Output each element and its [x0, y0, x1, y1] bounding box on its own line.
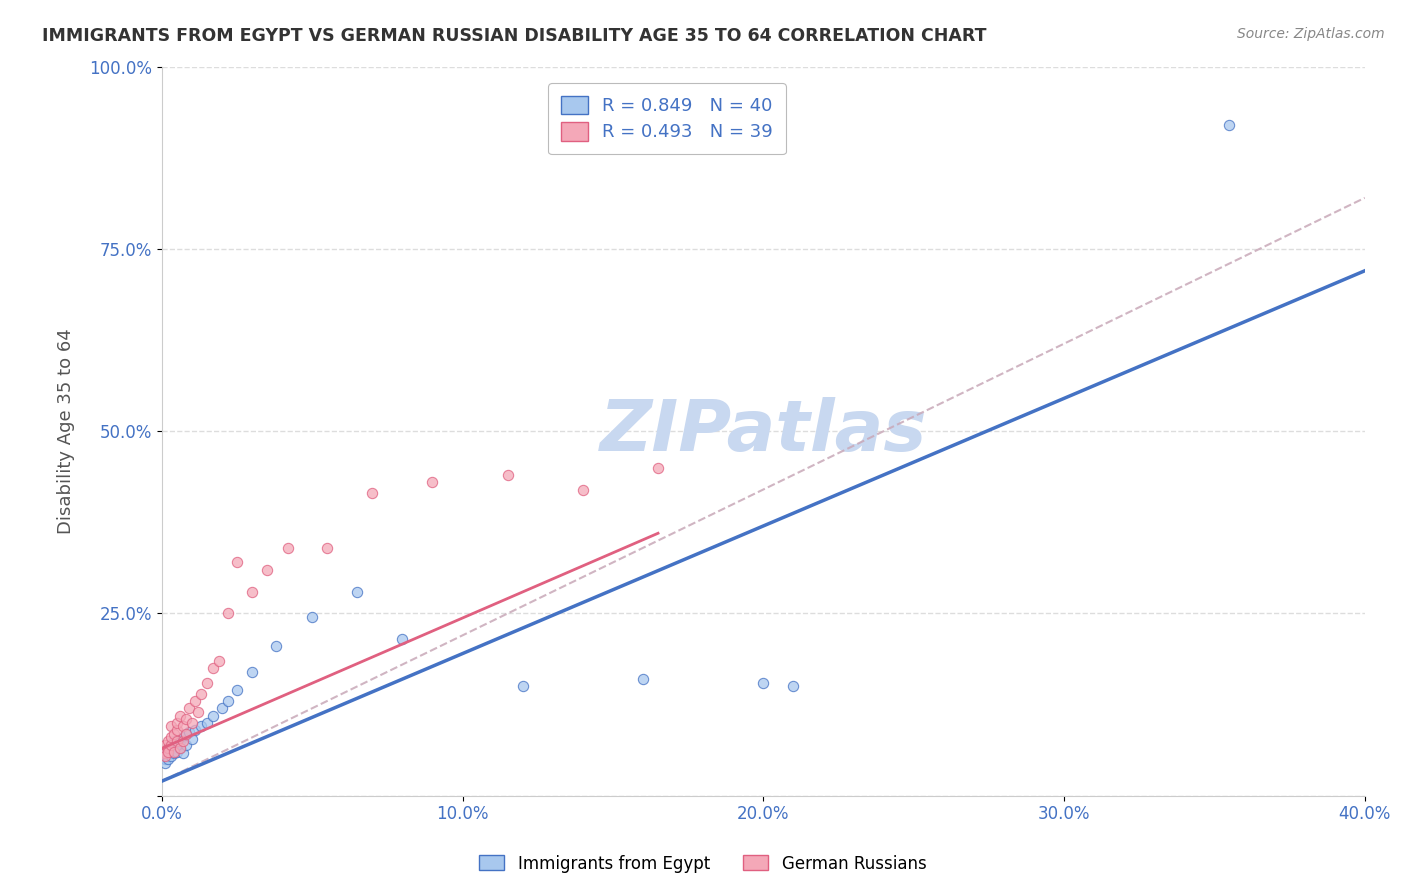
- Point: [153, 748, 176, 763]
- Point: [153, 752, 176, 766]
- Point: [256, 563, 278, 577]
- Point: [153, 747, 176, 761]
- Point: [346, 584, 368, 599]
- Point: [163, 741, 186, 756]
- Point: [190, 719, 212, 733]
- Point: [240, 665, 263, 679]
- Point: [180, 715, 202, 730]
- Legend: Immigrants from Egypt, German Russians: Immigrants from Egypt, German Russians: [472, 848, 934, 880]
- Point: [217, 607, 239, 621]
- Point: [647, 460, 669, 475]
- Point: [159, 748, 181, 763]
- Point: [156, 734, 179, 748]
- Point: [169, 741, 191, 756]
- Point: [240, 584, 263, 599]
- Text: ZIPatlas: ZIPatlas: [599, 397, 927, 466]
- Point: [169, 741, 191, 756]
- Point: [156, 752, 179, 766]
- Point: [782, 679, 804, 693]
- Point: [422, 475, 444, 490]
- Point: [201, 708, 224, 723]
- Point: [184, 723, 207, 738]
- Point: [172, 747, 194, 761]
- Point: [166, 734, 188, 748]
- Point: [159, 731, 181, 745]
- Point: [166, 739, 188, 754]
- Point: [190, 687, 212, 701]
- Point: [174, 727, 197, 741]
- Point: [163, 727, 186, 741]
- Point: [174, 727, 197, 741]
- Point: [153, 756, 176, 770]
- Text: IMMIGRANTS FROM EGYPT VS GERMAN RUSSIAN DISABILITY AGE 35 TO 64 CORRELATION CHAR: IMMIGRANTS FROM EGYPT VS GERMAN RUSSIAN …: [42, 27, 987, 45]
- Point: [201, 661, 224, 675]
- Point: [153, 745, 176, 759]
- Text: Source: ZipAtlas.com: Source: ZipAtlas.com: [1237, 27, 1385, 41]
- Point: [512, 679, 534, 693]
- Point: [316, 541, 339, 555]
- Point: [156, 745, 179, 759]
- Point: [169, 734, 191, 748]
- Point: [172, 719, 194, 733]
- Point: [174, 738, 197, 752]
- Point: [177, 724, 200, 739]
- Point: [752, 675, 775, 690]
- Point: [177, 701, 200, 715]
- Point: [172, 734, 194, 748]
- Legend: R = 0.849   N = 40, R = 0.493   N = 39: R = 0.849 N = 40, R = 0.493 N = 39: [548, 83, 786, 154]
- Point: [184, 694, 207, 708]
- Point: [166, 745, 188, 759]
- Point: [226, 683, 249, 698]
- Point: [496, 467, 519, 482]
- Point: [163, 747, 186, 761]
- Y-axis label: Disability Age 35 to 64: Disability Age 35 to 64: [58, 328, 75, 534]
- Point: [159, 738, 181, 752]
- Point: [159, 719, 181, 733]
- Point: [169, 708, 191, 723]
- Point: [1218, 118, 1240, 132]
- Point: [174, 712, 197, 726]
- Point: [301, 610, 323, 624]
- Point: [159, 745, 181, 759]
- Point: [572, 483, 595, 497]
- Point: [631, 672, 654, 686]
- Point: [195, 715, 218, 730]
- Point: [153, 738, 176, 752]
- Point: [361, 486, 384, 500]
- Point: [172, 731, 194, 745]
- Point: [187, 705, 209, 719]
- Point: [156, 748, 179, 763]
- Point: [195, 675, 218, 690]
- Point: [180, 731, 202, 746]
- Point: [166, 715, 188, 730]
- Point: [156, 741, 179, 756]
- Point: [159, 738, 181, 752]
- Point: [163, 734, 186, 748]
- Point: [226, 556, 249, 570]
- Point: [208, 654, 231, 668]
- Point: [156, 741, 179, 756]
- Point: [166, 736, 188, 750]
- Point: [264, 640, 287, 654]
- Point: [217, 694, 239, 708]
- Point: [163, 745, 186, 759]
- Point: [211, 701, 233, 715]
- Point: [166, 723, 188, 738]
- Point: [277, 541, 299, 555]
- Point: [391, 632, 413, 646]
